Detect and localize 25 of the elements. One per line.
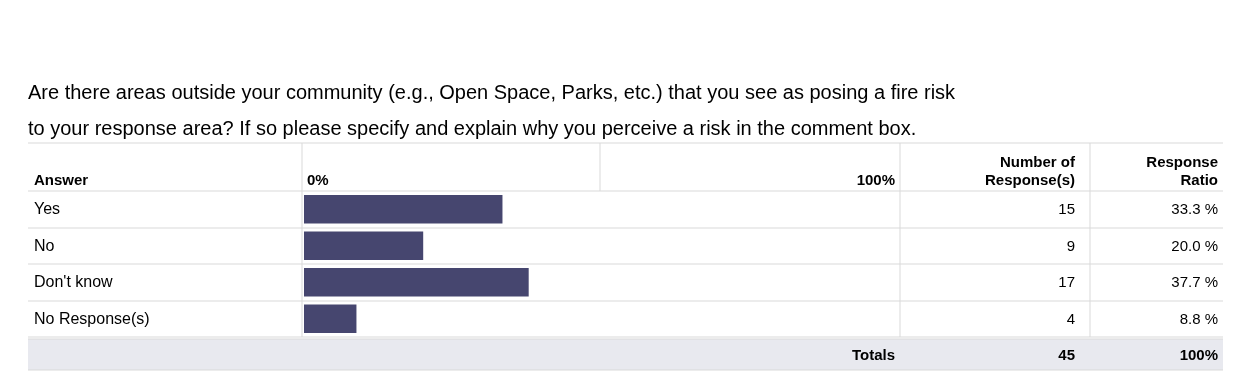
bar	[304, 195, 503, 224]
bar	[304, 268, 529, 297]
text: Response Ratio	[1146, 153, 1218, 188]
data-label: 20.0 %	[1171, 236, 1218, 254]
text: 17	[1058, 273, 1075, 291]
data-label: 33.3 %	[1171, 200, 1218, 218]
text: 100%	[1179, 346, 1218, 363]
text: 4	[1066, 309, 1075, 327]
y-tick-label: Yes	[34, 200, 61, 218]
y-tick-label: Don't know	[34, 273, 114, 291]
bar	[304, 231, 424, 260]
chart-title: Are there areas outside your community (e.g., Open Space, Parks, etc.) that you see as posing a fire risk to your response area? If so please specify and explain why you perceive a risk in the comment box.	[28, 80, 957, 139]
text: 45	[1058, 346, 1075, 363]
y-tick-label: No Response(s)	[34, 309, 150, 327]
bar	[304, 304, 357, 333]
text: Totals	[851, 346, 895, 363]
text: 15	[1058, 200, 1075, 218]
text: 0%	[307, 171, 329, 188]
text: Number of Response(s)	[984, 153, 1076, 188]
text: 9	[1066, 236, 1075, 254]
text: Answer	[34, 171, 89, 188]
text: 100%	[856, 171, 895, 188]
y-tick-label: No	[34, 236, 55, 254]
data-label: 8.8 %	[1179, 309, 1218, 327]
data-label: 37.7 %	[1171, 273, 1218, 291]
